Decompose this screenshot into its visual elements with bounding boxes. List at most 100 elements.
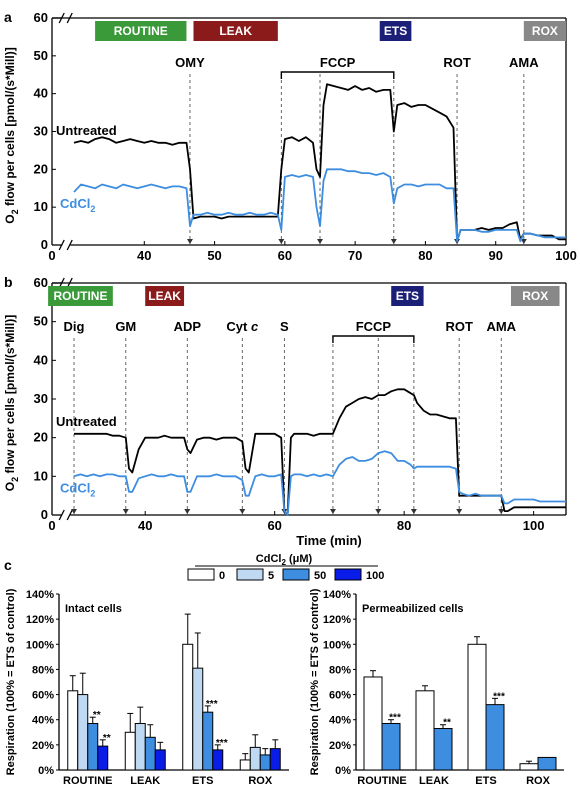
bar xyxy=(77,694,89,771)
state-box-ets xyxy=(379,21,412,41)
injection-arrow xyxy=(375,509,382,514)
injection-arrow xyxy=(122,509,129,514)
panel-b: b 0 10 20 30 40 50 60 0 40 60 80 100 O2 flow per cell… xyxy=(3,274,567,548)
category-label: ROX xyxy=(526,775,551,787)
y-tick-label: 140% xyxy=(26,589,54,601)
state-label: ROX xyxy=(532,24,558,38)
y-tick-label: 50 xyxy=(34,314,48,329)
state-label: ROX xyxy=(522,289,548,303)
injection-label: ADP xyxy=(174,319,202,334)
series-line-untreated xyxy=(73,83,566,243)
panel-subtitle: Intact cells xyxy=(65,603,122,615)
legend-label: 100 xyxy=(366,570,384,582)
bar xyxy=(87,722,99,771)
category-label: ROUTINE xyxy=(357,775,407,787)
x-tick-label: 0 xyxy=(48,518,55,533)
bar xyxy=(537,756,557,771)
legend-swatch xyxy=(282,568,310,581)
axis-break-mark xyxy=(66,12,73,24)
series-label-untreated: Untreated xyxy=(56,123,117,138)
y-tick-label: 40% xyxy=(329,715,351,727)
bar xyxy=(249,746,261,771)
axis-break-mark xyxy=(66,239,73,251)
x-tick-label: 90 xyxy=(488,248,502,263)
legend-title: CdCl2 (μM) xyxy=(256,553,313,567)
category-label: ETS xyxy=(475,775,496,787)
injection-label: ROT xyxy=(445,319,473,334)
injection-arrow xyxy=(278,239,285,244)
x-tick-label: 70 xyxy=(348,248,362,263)
state-box-leak xyxy=(193,21,278,41)
category-label: LEAK xyxy=(130,775,160,787)
series-line-cdcl2 xyxy=(73,168,566,243)
injection-label: AMA xyxy=(509,55,539,70)
category-label: ROX xyxy=(248,775,273,787)
y-tick-label: 0 xyxy=(41,507,48,522)
bar xyxy=(239,759,251,771)
state-box-rox xyxy=(510,286,560,306)
state-label: ETS xyxy=(396,289,419,303)
panel-c1: 0% 20% 40% 60% 80% 100% 120% 140% Intact cells RO… xyxy=(26,589,289,787)
x-tick-label: 100 xyxy=(523,518,545,533)
series-label-cdcl2: CdCl2 xyxy=(60,196,95,214)
x-tick-label: 0 xyxy=(48,248,55,263)
injection-arrow xyxy=(410,509,417,514)
injection-label: Dig xyxy=(64,319,85,334)
legend-label: 5 xyxy=(268,570,274,582)
bar xyxy=(134,722,146,771)
bar xyxy=(67,690,79,771)
y-tick-label: 0% xyxy=(38,765,54,777)
bar xyxy=(202,711,214,771)
axis-break-mark xyxy=(58,509,65,521)
y-tick-label: 0% xyxy=(335,765,351,777)
bar xyxy=(363,676,383,771)
y-tick-label: 120% xyxy=(323,614,351,626)
category-label: ETS xyxy=(192,775,213,787)
injection-arrow xyxy=(390,239,397,244)
bar xyxy=(124,731,136,771)
series-label-cdcl2: CdCl2 xyxy=(60,480,95,498)
bar xyxy=(415,690,435,771)
legend-swatch xyxy=(334,568,362,581)
y-tick-label: 20 xyxy=(34,161,48,176)
y-tick-label: 60% xyxy=(32,690,54,702)
bar xyxy=(144,736,156,771)
y-tick-label: 20% xyxy=(32,740,54,752)
significance-mark: ** xyxy=(103,733,111,744)
state-box-rox xyxy=(523,21,566,41)
state-box-leak xyxy=(145,286,185,306)
y-tick-label: 140% xyxy=(323,589,351,601)
state-box-ets xyxy=(391,286,424,306)
series-label-untreated: Untreated xyxy=(56,414,117,429)
y-tick-label: 50 xyxy=(34,48,48,63)
significance-mark: *** xyxy=(216,738,228,749)
x-tick-label: 50 xyxy=(207,248,221,263)
injection-label: FCCP xyxy=(356,319,392,334)
y-tick-label: 60 xyxy=(34,275,48,290)
significance-mark: ** xyxy=(93,710,101,721)
y-tick-label: 40 xyxy=(34,86,48,101)
injection-arrow xyxy=(71,509,77,514)
bar xyxy=(269,748,281,771)
x-tick-label: 40 xyxy=(138,518,152,533)
y-tick-label: 60 xyxy=(34,10,48,25)
x-tick-label: 40 xyxy=(137,248,151,263)
state-label: LEAK xyxy=(219,24,252,38)
bar xyxy=(97,745,109,771)
series-line-cdcl2 xyxy=(73,450,566,516)
injection-label: GM xyxy=(115,319,136,334)
panel-subtitle: Permeabilized cells xyxy=(362,603,464,615)
y-tick-label: 10 xyxy=(34,199,48,214)
injection-label: OMY xyxy=(175,55,205,70)
significance-mark: *** xyxy=(493,691,505,702)
panel-c2: 0% 20% 40% 60% 80% 100% 120% 140% Permeabilized … xyxy=(323,589,564,787)
injection-arrow xyxy=(498,509,505,514)
y-axis-label: O2 flow per cells [pmol/(s*Mill)] xyxy=(3,47,20,223)
y-tick-label: 20 xyxy=(34,430,48,445)
x-axis-label: Time (min) xyxy=(296,533,362,548)
category-label: LEAK xyxy=(419,775,449,787)
bar xyxy=(433,728,453,771)
axis-break-mark xyxy=(66,509,73,521)
injection-arrow xyxy=(456,509,463,514)
